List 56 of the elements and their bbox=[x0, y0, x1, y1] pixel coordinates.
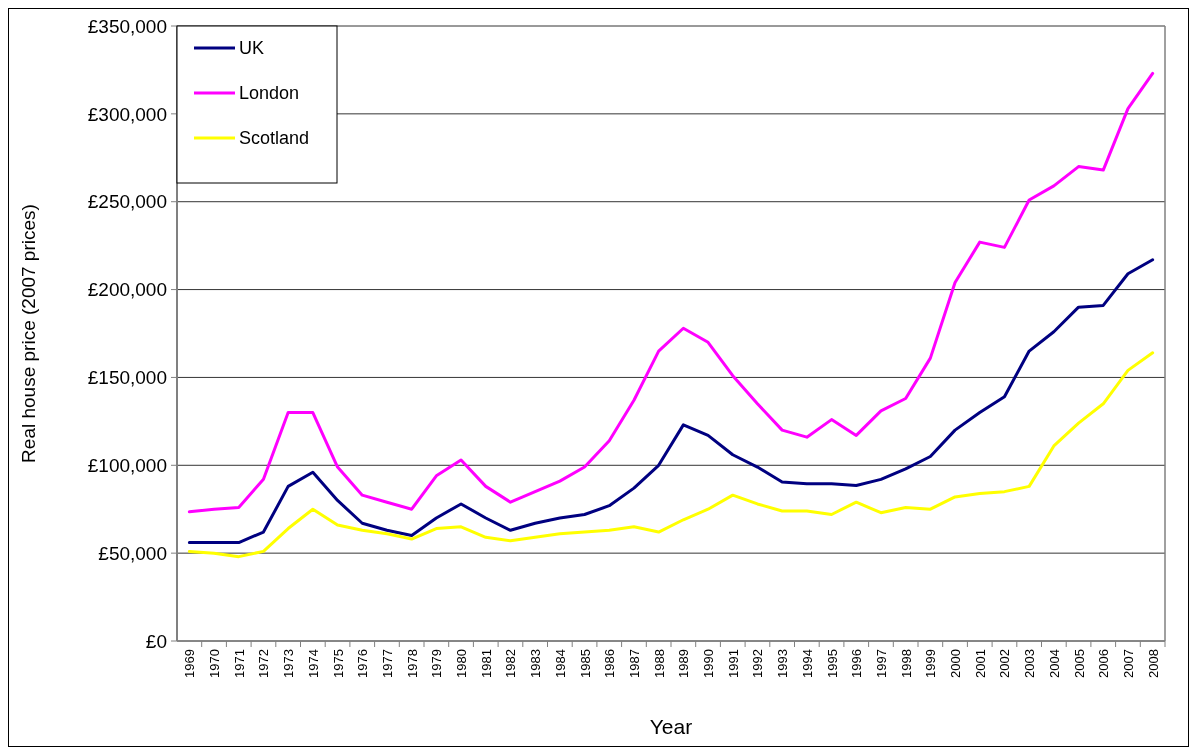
y-tick-label: £50,000 bbox=[98, 542, 167, 564]
line-series bbox=[187, 71, 1155, 514]
x-tick-label: 1996 bbox=[849, 649, 865, 678]
x-tick-label: 1969 bbox=[182, 649, 198, 678]
y-tick-label: £300,000 bbox=[87, 103, 167, 125]
x-tick-label: 1979 bbox=[429, 649, 445, 678]
x-tick-label: 2006 bbox=[1096, 649, 1112, 678]
x-tick-label: 1986 bbox=[602, 649, 618, 678]
x-tick-label: 1981 bbox=[478, 649, 494, 678]
x-tick-label: 2000 bbox=[948, 649, 964, 678]
x-tick-label: 1985 bbox=[577, 649, 593, 678]
x-axis-title: Year bbox=[649, 715, 693, 738]
x-tick-label: 1995 bbox=[824, 649, 840, 678]
x-tick-label: 1975 bbox=[330, 649, 346, 678]
x-tick-label: 1999 bbox=[923, 649, 939, 678]
x-tick-label: 1977 bbox=[379, 649, 395, 678]
x-tick-label: 1994 bbox=[799, 649, 815, 678]
y-tick-label: £100,000 bbox=[87, 454, 167, 476]
x-tick-label: 1974 bbox=[305, 649, 321, 678]
x-tick-label: 1971 bbox=[231, 649, 247, 678]
x-tick-label: 1972 bbox=[256, 649, 272, 678]
x-tick-label: 1973 bbox=[281, 649, 297, 678]
y-tick-label: £200,000 bbox=[87, 279, 167, 301]
x-tick-label: 1983 bbox=[528, 649, 544, 678]
x-tick-label: 1989 bbox=[676, 649, 692, 678]
x-tick-label: 1978 bbox=[404, 649, 420, 678]
x-tick-label: 1984 bbox=[552, 649, 568, 678]
x-tick-label: 1993 bbox=[775, 649, 791, 678]
x-tick-label: 1998 bbox=[898, 649, 914, 678]
x-tick-label: 1992 bbox=[750, 649, 766, 678]
x-tick-label: 1976 bbox=[355, 649, 371, 678]
legend-label: London bbox=[239, 83, 300, 104]
legend-label: UK bbox=[239, 38, 265, 59]
x-tick-label: 1991 bbox=[725, 649, 741, 678]
legend-label: Scotland bbox=[239, 128, 310, 149]
x-tick-label: 1970 bbox=[207, 649, 223, 678]
y-tick-label: £350,000 bbox=[87, 15, 167, 37]
y-tick-label: £0 bbox=[145, 630, 167, 652]
x-tick-label: 2002 bbox=[997, 649, 1013, 678]
x-tick-label: 1987 bbox=[626, 649, 642, 678]
x-tick-label: 2005 bbox=[1071, 649, 1087, 678]
y-tick-label: £250,000 bbox=[87, 191, 167, 213]
line-series bbox=[187, 351, 1155, 559]
y-axis-title: Real house price (2007 prices) bbox=[18, 204, 39, 463]
x-tick-label: 2004 bbox=[1046, 649, 1062, 678]
x-tick-label: 1980 bbox=[454, 649, 470, 678]
x-tick-label: 2007 bbox=[1120, 649, 1136, 678]
x-tick-label: 2003 bbox=[1022, 649, 1038, 678]
x-tick-label: 1988 bbox=[651, 649, 667, 678]
x-tick-label: 1982 bbox=[503, 649, 519, 678]
x-tick-label: 2001 bbox=[972, 649, 988, 678]
x-tick-label: 1997 bbox=[873, 649, 889, 678]
x-tick-label: 2008 bbox=[1145, 649, 1161, 678]
line-series bbox=[187, 258, 1155, 545]
y-tick-label: £150,000 bbox=[87, 367, 167, 389]
x-tick-label: 1990 bbox=[701, 649, 717, 678]
